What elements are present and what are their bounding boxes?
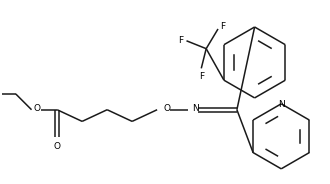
Text: N: N — [192, 104, 199, 113]
Text: O: O — [54, 142, 61, 151]
Text: O: O — [34, 104, 41, 113]
Text: F: F — [220, 22, 225, 31]
Text: N: N — [278, 100, 284, 109]
Text: F: F — [199, 72, 204, 81]
Text: F: F — [178, 36, 183, 45]
Text: O: O — [163, 104, 171, 113]
